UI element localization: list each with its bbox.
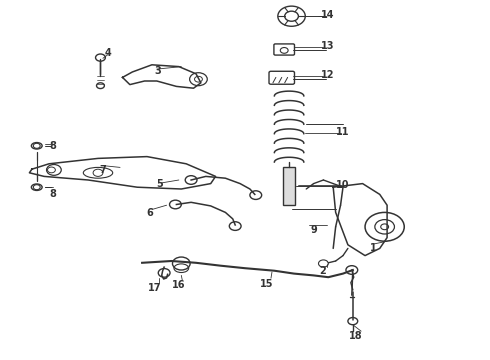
Bar bbox=[283, 167, 295, 205]
Text: 14: 14 bbox=[320, 10, 334, 20]
Text: 1: 1 bbox=[370, 243, 377, 253]
Text: 12: 12 bbox=[320, 70, 334, 80]
Text: 13: 13 bbox=[320, 41, 334, 51]
Text: 8: 8 bbox=[49, 141, 56, 151]
Text: 9: 9 bbox=[310, 225, 317, 235]
Text: 16: 16 bbox=[172, 280, 186, 291]
Text: 2: 2 bbox=[319, 266, 326, 276]
FancyBboxPatch shape bbox=[269, 71, 294, 84]
FancyBboxPatch shape bbox=[274, 44, 294, 55]
Text: 10: 10 bbox=[336, 180, 350, 190]
Text: 15: 15 bbox=[260, 279, 273, 289]
Text: 6: 6 bbox=[146, 208, 153, 219]
Text: 5: 5 bbox=[156, 179, 163, 189]
Text: 4: 4 bbox=[104, 48, 111, 58]
Text: 8: 8 bbox=[49, 189, 56, 199]
Text: 7: 7 bbox=[99, 165, 106, 175]
Text: 17: 17 bbox=[148, 283, 162, 293]
Text: 11: 11 bbox=[336, 127, 350, 138]
Text: 18: 18 bbox=[349, 330, 363, 341]
Text: 3: 3 bbox=[154, 66, 161, 76]
